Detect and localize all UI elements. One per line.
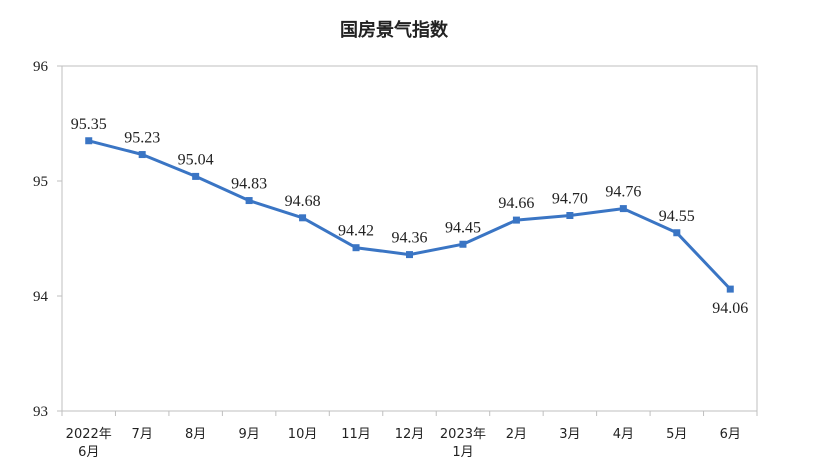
y-tick-label: 93 <box>33 404 48 420</box>
data-point <box>406 251 413 259</box>
x-tick-label: 5月 <box>666 427 687 442</box>
data-point <box>512 216 520 224</box>
data-point <box>245 197 253 205</box>
data-label: 94.70 <box>552 191 588 208</box>
x-tick-label: 2023年 <box>440 427 486 442</box>
x-tick-label: 4月 <box>613 427 634 442</box>
data-point <box>459 240 467 248</box>
data-label: 95.35 <box>71 116 107 133</box>
data-label: 94.55 <box>659 208 695 225</box>
data-label: 94.83 <box>231 176 267 193</box>
x-tick-label: 10月 <box>288 427 318 442</box>
y-tick-label: 96 <box>33 59 49 75</box>
x-tick-label: 6月 <box>720 427 741 442</box>
x-tick-label: 6月 <box>78 445 99 460</box>
data-label: 94.76 <box>605 184 641 201</box>
x-tick-label: 2022年 <box>66 427 112 442</box>
data-point <box>138 151 146 159</box>
data-point <box>673 229 681 237</box>
y-tick-label: 94 <box>33 289 49 305</box>
data-point <box>299 214 307 222</box>
x-tick-label: 1月 <box>452 445 473 460</box>
y-tick-label: 95 <box>33 174 48 190</box>
data-labels-group: 95.35 95.23 95.04 94.83 94.68 94.42 94.36 94.45… <box>71 116 749 317</box>
x-tick-label: 8月 <box>185 427 206 442</box>
x-tick-label: 2月 <box>506 427 527 442</box>
y-axis: 96 95 94 93 <box>33 59 62 420</box>
data-label: 94.68 <box>285 193 321 210</box>
data-label: 94.66 <box>498 195 534 212</box>
chart-title: 国房景气指数 <box>340 19 449 41</box>
data-label: 95.04 <box>178 151 214 168</box>
data-label: 94.45 <box>445 219 481 236</box>
series-line-group <box>85 137 734 293</box>
data-point <box>192 172 200 180</box>
plot-area-border <box>61 65 758 412</box>
data-point <box>619 205 627 213</box>
data-point <box>566 212 574 219</box>
data-label: 94.36 <box>392 230 428 247</box>
data-point <box>352 244 360 252</box>
x-tick-label: 11月 <box>341 427 371 442</box>
data-label: 95.23 <box>124 130 160 147</box>
x-tick-label: 9月 <box>238 427 259 442</box>
x-tick-label: 12月 <box>395 427 425 442</box>
x-tick-label: 7月 <box>132 427 153 442</box>
data-point <box>85 137 93 145</box>
x-axis: 2022年 6月 7月 8月 9月 10月 11月 12月 2023年 1月 2月 3月 4月 5月 6月 <box>61 411 758 460</box>
data-label: 94.06 <box>712 300 748 317</box>
data-label: 94.42 <box>338 223 374 240</box>
data-point <box>726 285 734 293</box>
x-tick-label: 3月 <box>559 427 580 442</box>
